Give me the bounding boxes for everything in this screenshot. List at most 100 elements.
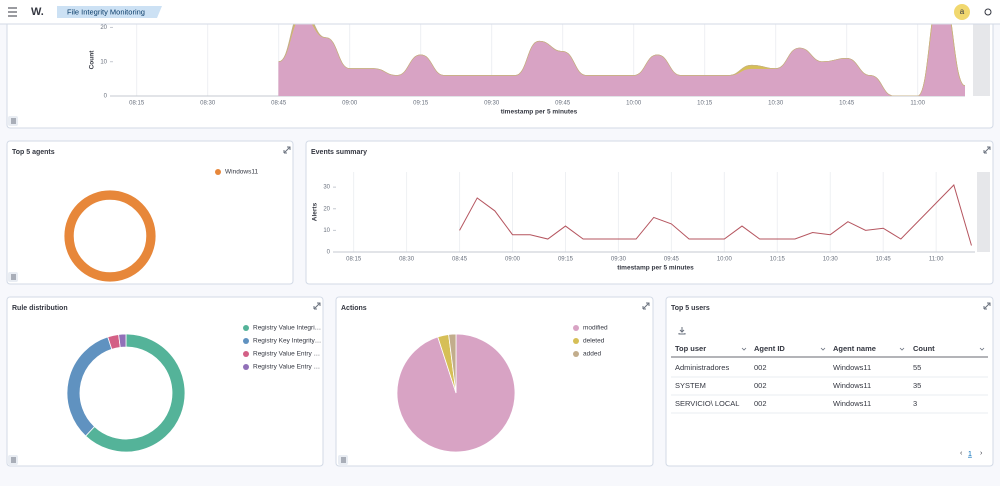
expand-icons[interactable]: [283, 146, 991, 310]
plot: [278, 24, 965, 96]
x-tick-label: 10:15: [770, 257, 786, 263]
table-cell: SERVICIO\ LOCAL: [675, 399, 739, 408]
x-tick-label: 09:15: [413, 101, 429, 107]
legend-label: deleted: [583, 338, 605, 345]
table-cell: SYSTEM: [675, 381, 706, 390]
legend-label: Registry Value Entry …: [253, 364, 320, 371]
panel-title: Top 5 users: [671, 305, 710, 312]
y-tick-label: 10: [323, 228, 330, 234]
x-tick-label: 09:00: [342, 101, 358, 107]
table-cell: 002: [754, 381, 767, 390]
y-tick-label: 10: [100, 59, 107, 65]
x-tick-label: 10:00: [626, 101, 642, 107]
logo[interactable]: W.: [31, 6, 44, 18]
x-axis-title: timestamp per 5 minutes: [617, 265, 694, 272]
legend-swatch: [243, 325, 249, 331]
panel: [6, 296, 324, 467]
header-bar: [0, 0, 1000, 24]
x-tick-label: 11:00: [929, 257, 944, 263]
table-cell: 3: [913, 399, 917, 408]
x-axis-title: timestamp per 5 minutes: [501, 109, 578, 116]
x-tick-label: 08:45: [452, 257, 468, 263]
scroll-area: [977, 172, 990, 252]
help-button[interactable]: [984, 8, 992, 16]
x-tick-label: 08:15: [346, 257, 362, 263]
y-tick-label: 30: [323, 185, 330, 191]
x-tick-label: 08:15: [129, 101, 145, 107]
download-icon[interactable]: [678, 327, 686, 335]
legend-swatch: [573, 325, 579, 331]
legend-toggles[interactable]: [8, 116, 348, 465]
x-tick-label: 11:00: [910, 101, 925, 107]
y-tick-label: 0: [327, 250, 331, 256]
x-tick-label: 10:45: [876, 257, 892, 263]
panel-title: Actions: [341, 305, 367, 312]
panel: [305, 140, 994, 285]
x-tick-label: 10:45: [839, 101, 855, 107]
column-header: Count: [913, 344, 935, 353]
menu-button[interactable]: [8, 7, 17, 17]
sort-icon: [979, 347, 985, 351]
x-tick-label: 10:00: [717, 257, 733, 263]
avatar-initial: a: [960, 7, 965, 16]
legend-swatch: [243, 351, 249, 357]
x-tick-label: 08:30: [399, 257, 415, 263]
table-cell: Windows11: [833, 381, 871, 390]
legend-swatch: [573, 351, 579, 357]
y-axis-title: Count: [89, 50, 96, 70]
avatar[interactable]: [954, 4, 970, 20]
legend-swatch: [243, 338, 249, 344]
legend-swatch: [243, 364, 249, 370]
slice: [118, 333, 127, 348]
x-tick-label: 10:30: [768, 101, 784, 107]
x-tick-label: 09:45: [664, 257, 680, 263]
table-cell: 002: [754, 399, 767, 408]
x-tick-label: 10:15: [697, 101, 713, 107]
scroll-area: [973, 24, 990, 96]
legend-label: added: [583, 351, 601, 358]
legend-label: modified: [583, 325, 608, 332]
sort-icon: [741, 347, 747, 351]
table-cell: Windows11: [833, 363, 871, 372]
area: [278, 24, 965, 96]
column-header: Agent name: [833, 344, 876, 353]
legend-swatch: [573, 338, 579, 344]
sort-icon: [820, 347, 826, 351]
breadcrumb[interactable]: File Integrity Monitoring: [67, 7, 145, 16]
table-cell: 35: [913, 381, 921, 390]
slice: [396, 333, 516, 453]
prev-page[interactable]: ‹: [960, 450, 963, 457]
panel-title: Top 5 agents: [12, 149, 55, 156]
sort-icon: [899, 347, 905, 351]
legend-label: Registry Key Integrity…: [253, 338, 321, 345]
table-cell: Administradores: [675, 363, 729, 372]
x-tick-label: 10:30: [823, 257, 839, 263]
line: [459, 184, 972, 246]
x-tick-label: 09:15: [558, 257, 574, 263]
slice: [448, 333, 457, 394]
x-tick-label: 08:45: [271, 101, 287, 107]
y-tick-label: 0: [104, 94, 108, 100]
panel: [665, 296, 994, 467]
page-number[interactable]: 1: [968, 451, 972, 458]
x-tick-label: 09:30: [484, 101, 500, 107]
panel-title: Rule distribution: [12, 305, 68, 312]
column-header: Agent ID: [754, 344, 785, 353]
legend-label: Registry Value Integri…: [253, 325, 321, 332]
table-cell: 002: [754, 363, 767, 372]
legend-label: Windows11: [225, 169, 259, 176]
y-tick-label: 20: [323, 206, 330, 212]
table-cell: 55: [913, 363, 921, 372]
x-tick-label: 09:00: [505, 257, 521, 263]
next-page[interactable]: ›: [980, 450, 983, 457]
panel-title: Events summary: [311, 149, 367, 156]
x-tick-label: 09:45: [555, 101, 571, 107]
x-tick-label: 09:30: [611, 257, 627, 263]
breadcrumb-bg: [57, 6, 162, 18]
y-axis-title: Alerts: [312, 202, 319, 221]
slice: [63, 189, 157, 283]
y-tick-label: 20: [100, 25, 107, 31]
legend-label: Registry Value Entry …: [253, 351, 320, 358]
